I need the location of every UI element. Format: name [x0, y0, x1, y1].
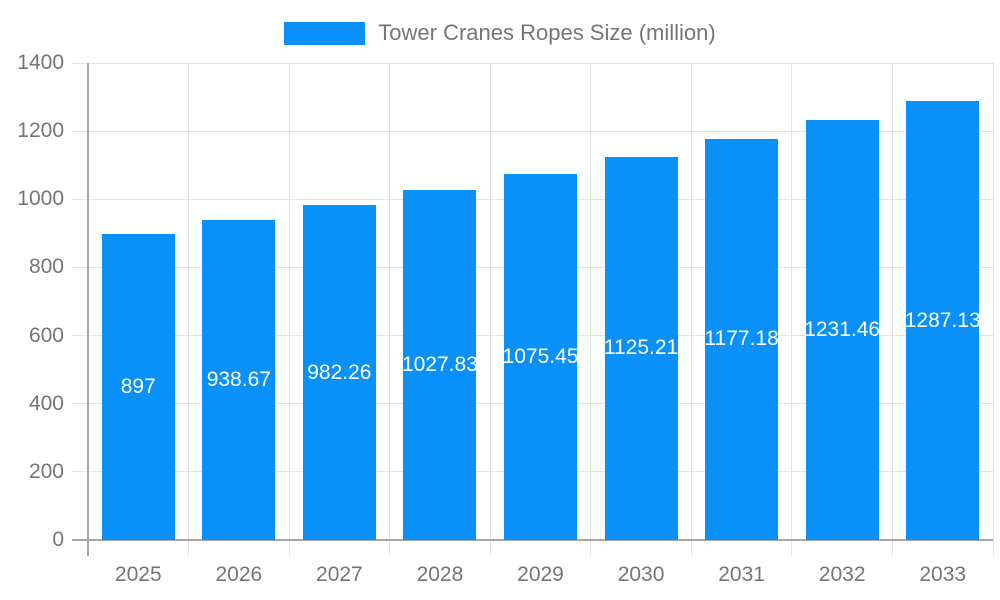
x-axis-tick-label: 2031	[718, 563, 765, 586]
y-axis-tick-label: 800	[28, 255, 64, 279]
legend[interactable]: Tower Cranes Ropes Size (million)	[0, 20, 1000, 46]
bar-2026[interactable]	[202, 220, 276, 540]
x-gridline	[288, 63, 290, 556]
y-axis-tick-label: 400	[28, 391, 64, 415]
bar-2033[interactable]	[906, 101, 980, 540]
x-axis-tick-label: 2027	[316, 563, 363, 586]
bar-2032[interactable]	[805, 120, 879, 540]
x-axis-tick-label: 2026	[215, 563, 263, 586]
x-axis-tick-label: 2028	[416, 563, 464, 586]
x-gridline	[590, 63, 592, 556]
y-gridline	[72, 130, 993, 132]
y-axis-tick-label: 1000	[17, 187, 64, 211]
legend-color-swatch	[284, 21, 366, 45]
y-axis-tick-label: 200	[28, 459, 64, 483]
y-axis-tick-label: 600	[28, 323, 64, 347]
x-axis-tick-label: 2030	[617, 563, 665, 586]
bar-2025[interactable]	[101, 234, 175, 540]
legend-label: Tower Cranes Ropes Size (million)	[378, 20, 716, 45]
x-axis-tick-label: 2033	[919, 563, 967, 586]
bar-2029[interactable]	[504, 173, 577, 540]
x-gridline	[188, 63, 190, 556]
bar-2028[interactable]	[403, 189, 477, 540]
x-gridline	[992, 63, 994, 556]
x-axis-tick-label: 2029	[517, 563, 564, 586]
x-gridline	[791, 63, 793, 556]
x-gridline	[690, 63, 692, 556]
x-axis-tick-label: 2025	[114, 563, 162, 586]
bar-2031[interactable]	[705, 138, 779, 540]
y-axis-line	[87, 63, 89, 556]
y-axis-tick-label: 1200	[17, 119, 64, 143]
x-gridline	[489, 63, 491, 556]
x-axis-tick-label: 2032	[818, 563, 866, 586]
y-axis-tick-label: 1400	[17, 51, 64, 74]
x-axis-line	[72, 539, 993, 541]
x-gridline	[891, 63, 893, 556]
bar-2030[interactable]	[604, 156, 678, 540]
bar-2027[interactable]	[302, 205, 376, 540]
x-gridline	[389, 63, 391, 556]
y-axis-tick-label: 0	[52, 528, 64, 551]
y-gridline	[72, 62, 993, 64]
